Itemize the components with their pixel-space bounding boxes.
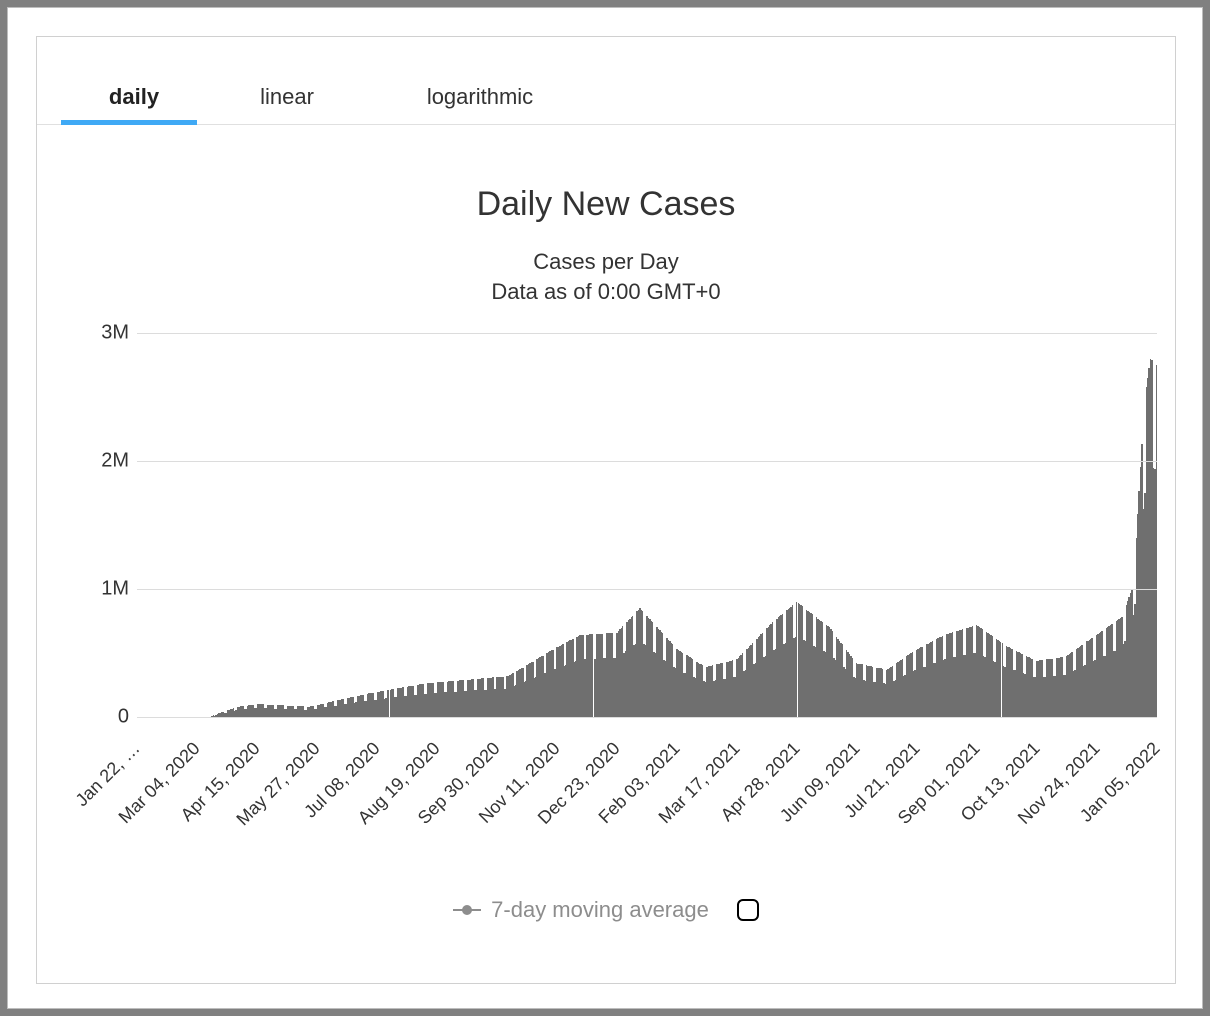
tab-daily[interactable]: daily: [69, 69, 199, 124]
legend-series-box[interactable]: [737, 899, 759, 921]
y-tick-label: 1M: [59, 578, 129, 601]
legend: 7-day moving average: [37, 897, 1175, 923]
y-tick-label: 2M: [59, 450, 129, 473]
gridline: [137, 461, 1157, 462]
chart-subtitle: Cases per Day Data as of 0:00 GMT+0: [37, 247, 1175, 306]
legend-box-icon: [737, 899, 759, 921]
chart-subtitle-line2: Data as of 0:00 GMT+0: [491, 279, 720, 304]
chart-card: daily linear logarithmic Daily New Cases C…: [7, 7, 1203, 1009]
chart-subtitle-line1: Cases per Day: [533, 249, 679, 274]
chart-panel: daily linear logarithmic Daily New Cases C…: [36, 36, 1176, 984]
legend-label-moving-average: 7-day moving average: [491, 897, 709, 923]
gridline: [137, 717, 1157, 718]
legend-moving-average[interactable]: 7-day moving average: [453, 897, 709, 923]
plot-area: [137, 333, 1157, 717]
view-tabs: daily linear logarithmic: [37, 69, 1175, 125]
bar: [1156, 365, 1157, 717]
x-tick-label: Jan 05, 2022: [1036, 738, 1164, 866]
tab-linear[interactable]: linear: [227, 69, 347, 124]
tab-underline: [61, 120, 197, 125]
gridline: [137, 333, 1157, 334]
y-tick-label: 0: [59, 706, 129, 729]
legend-line-icon: [453, 909, 481, 911]
chart-title: Daily New Cases: [37, 185, 1175, 224]
tab-logarithmic[interactable]: logarithmic: [395, 69, 565, 124]
y-tick-label: 3M: [59, 322, 129, 345]
gridline: [137, 589, 1157, 590]
bars: [137, 333, 1157, 717]
